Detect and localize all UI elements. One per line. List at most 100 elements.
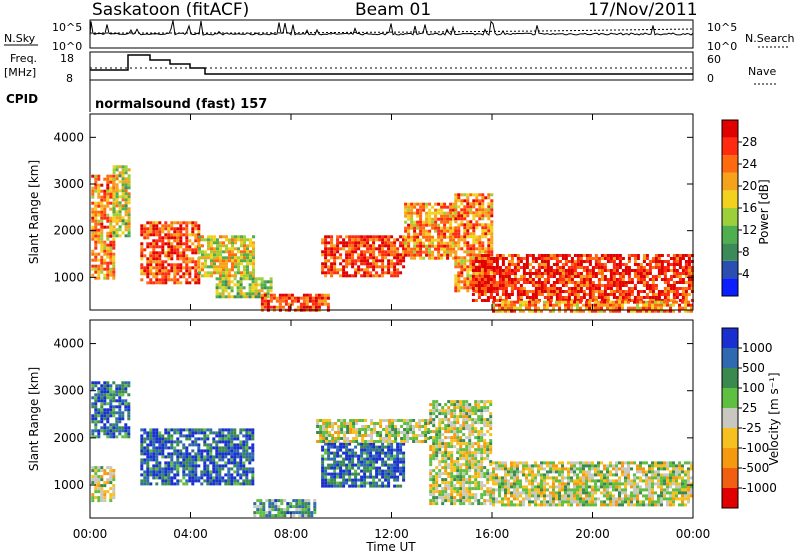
data-cell [402,463,406,467]
data-cell [481,229,485,233]
data-cell [215,446,219,450]
data-cell [678,287,682,290]
data-cell [543,306,546,310]
data-cell [390,262,394,266]
data-cell [449,238,453,242]
data-cell [391,440,395,443]
data-cell [363,469,367,473]
data-cell [348,478,352,482]
data-cell [140,257,144,261]
data-cell [106,255,110,259]
data-cell [221,292,225,296]
data-cell [564,300,567,304]
data-cell [394,428,398,431]
data-cell [561,284,565,287]
data-cell [203,479,207,483]
data-cell [648,303,651,307]
data-cell [91,207,95,211]
data-cell [425,238,429,242]
data-cell [410,211,414,215]
data-cell [594,266,598,269]
data-cell [280,511,284,515]
data-cell [212,467,216,471]
data-cell [428,244,432,248]
data-cell [185,434,189,438]
data-cell [382,428,386,431]
data-cell [152,254,156,258]
data-cell [143,236,147,240]
freq-panel [89,51,694,81]
data-cell [375,454,379,458]
data-cell [182,254,186,258]
data-cell [109,234,113,238]
data-cell [633,254,637,257]
data-cell [100,484,104,488]
data-cell [164,236,168,240]
data-cell [429,502,433,506]
data-cell [507,309,510,313]
data-cell [369,445,373,449]
data-cell [322,437,326,440]
data-cell [236,470,240,474]
data-cell [115,417,119,421]
data-cell [191,260,195,264]
data-cell [246,274,249,278]
data-cell [425,250,429,254]
data-cell [100,249,104,253]
data-cell [453,421,457,425]
data-cell [642,284,646,287]
data-cell [218,437,222,441]
data-cell [230,280,234,284]
data-cell [269,289,273,293]
data-cell [185,266,189,270]
data-cell [555,303,558,307]
data-cell [197,437,201,441]
data-cell [191,440,195,444]
data-cell [666,287,670,290]
data-cell [213,247,216,251]
data-cell [246,253,249,257]
data-cell [675,269,679,272]
data-cell [457,256,461,260]
data-cell [666,303,669,307]
data-cell [212,440,216,444]
data-cell [588,287,592,290]
data-cell [218,452,222,456]
data-cell [591,287,595,290]
data-cell [478,241,482,245]
data-cell [140,224,144,228]
data-cell [412,425,416,428]
data-cell [684,275,688,278]
data-cell [597,300,600,304]
data-cell [352,422,356,425]
data-cell [173,440,177,444]
data-cell [185,467,189,471]
data-cell [492,290,496,293]
data-cell [393,454,397,458]
data-cell [336,454,340,458]
data-cell [115,186,119,190]
data-cell [140,437,144,441]
data-cell [170,257,174,261]
data-cell [345,274,349,278]
data-cell [466,196,470,200]
data-cell [342,484,346,488]
data-cell [340,431,344,434]
data-cell [555,269,559,272]
data-cell [385,419,389,422]
data-cell [321,463,325,467]
data-cell [179,434,183,438]
data-cell [672,269,676,272]
data-cell [453,439,457,443]
data-cell [429,499,433,503]
data-cell [146,272,150,276]
colorbar-swatch [722,137,738,156]
data-cell [158,467,162,471]
data-cell [351,460,355,464]
data-cell [447,445,451,449]
data-cell [409,425,413,428]
data-cell [224,455,228,459]
data-cell [579,263,583,266]
data-cell [236,467,240,471]
data-cell [402,265,406,269]
